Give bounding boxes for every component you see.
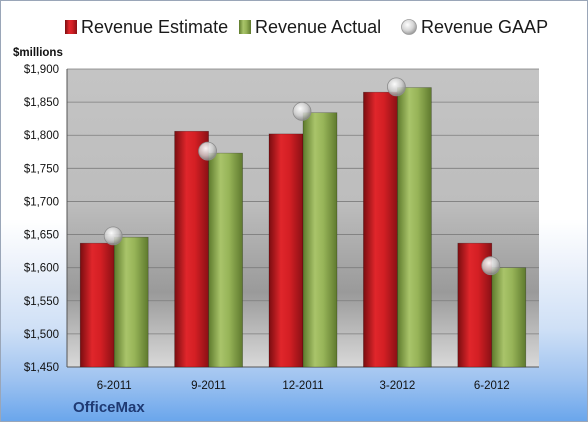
- legend-marker-revenue-gaap: [401, 19, 417, 35]
- y-axis-unit-label: $millions: [13, 47, 63, 59]
- bar-revenue-actual: [491, 267, 527, 368]
- y-tick-label: $1,550: [24, 296, 59, 308]
- legend-label-revenue-gaap: Revenue GAAP: [421, 17, 548, 37]
- x-axis-labels: 6-2011 9-2011 12-2011 3-2012 6-2012: [97, 380, 510, 392]
- x-tick-label: 6-2012: [474, 380, 510, 392]
- bar-revenue-actual: [208, 152, 243, 368]
- legend-swatch-revenue-estimate: [65, 20, 77, 34]
- marker-revenue-gaap: [386, 77, 406, 97]
- y-tick-label: $1,700: [24, 196, 59, 208]
- y-tick-label: $1,850: [24, 97, 59, 109]
- legend-swatch-revenue-actual: [239, 20, 251, 34]
- marker-revenue-gaap: [103, 226, 123, 246]
- y-axis-ticks: $1,450 $1,500 $1,550 $1,600 $1,650 $1,700 $1,7…: [24, 64, 59, 374]
- legend-label-revenue-actual: Revenue Actual: [255, 17, 381, 37]
- x-tick-label: 3-2012: [379, 380, 415, 392]
- x-tick-label: 9-2011: [191, 380, 226, 392]
- marker-revenue-gaap: [292, 101, 312, 121]
- gaap-markers: [103, 77, 501, 276]
- y-tick-label: $1,900: [24, 64, 59, 76]
- y-tick-label: $1,600: [24, 263, 59, 275]
- bar-revenue-estimate: [79, 242, 115, 368]
- x-tick-label: 6-2011: [97, 380, 132, 392]
- bar-revenue-actual: [397, 87, 432, 368]
- marker-revenue-gaap: [198, 141, 218, 161]
- chart-legend: Revenue Estimate Revenue Actual Revenue …: [65, 17, 548, 37]
- bar-revenue-actual: [302, 112, 338, 368]
- y-tick-label: $1,500: [24, 329, 59, 341]
- legend-label-revenue-estimate: Revenue Estimate: [81, 17, 228, 37]
- y-tick-label: $1,750: [24, 163, 59, 175]
- company-name: OfficeMax: [73, 399, 145, 416]
- y-tick-label: $1,450: [24, 362, 59, 374]
- y-tick-label: $1,800: [24, 130, 59, 142]
- y-tick-label: $1,650: [24, 230, 59, 242]
- x-tick-label: 12-2011: [282, 380, 323, 392]
- bar-series: [79, 87, 527, 368]
- bar-revenue-actual: [113, 236, 149, 368]
- bar-revenue-estimate: [363, 91, 398, 368]
- bar-revenue-estimate: [174, 130, 209, 368]
- bar-revenue-estimate: [268, 133, 304, 368]
- marker-revenue-gaap: [481, 256, 501, 276]
